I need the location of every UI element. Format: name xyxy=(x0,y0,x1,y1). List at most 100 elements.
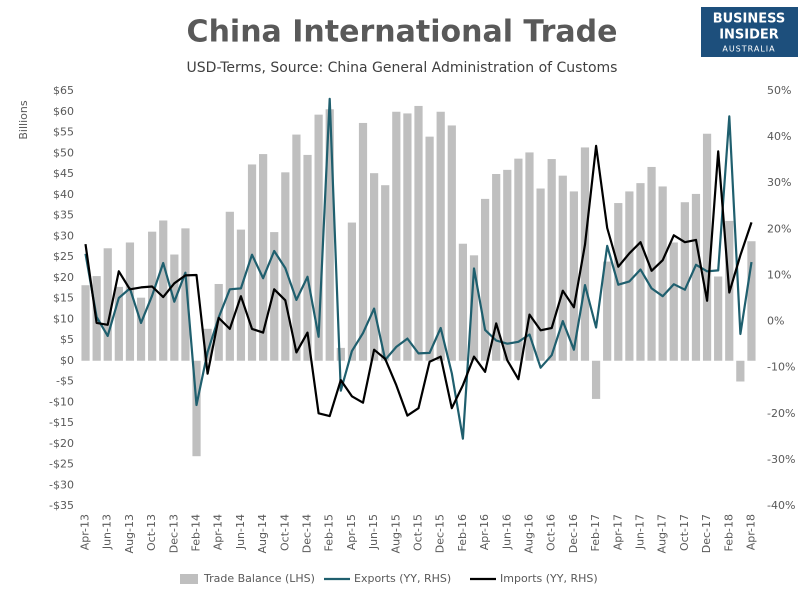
bar xyxy=(170,254,179,361)
y-tick-label: $55 xyxy=(53,126,74,139)
bar xyxy=(381,185,390,361)
bar xyxy=(736,360,745,382)
logo-text: BUSINESS xyxy=(713,12,786,27)
bar xyxy=(392,111,401,361)
x-tick-label: Oct-15 xyxy=(412,514,425,551)
x-tick-label: Feb-15 xyxy=(323,514,336,551)
legend-label: Exports (YY, RHS) xyxy=(354,572,451,585)
y2-tick-label: 10% xyxy=(767,268,791,281)
y-tick-label: $35 xyxy=(53,209,74,222)
bar xyxy=(336,347,345,361)
y-tick-label: $65 xyxy=(53,84,74,97)
legend-swatch xyxy=(180,574,198,584)
bar xyxy=(81,285,90,361)
bar xyxy=(447,125,456,361)
bar xyxy=(636,183,645,361)
y2-tick-label: 40% xyxy=(767,130,791,143)
x-tick-label: Feb-14 xyxy=(190,514,203,551)
x-tick-label: Oct-16 xyxy=(545,514,558,551)
bar xyxy=(403,113,412,361)
bar xyxy=(347,222,357,361)
y2-tick-label: -20% xyxy=(767,407,795,420)
x-tick-label: Dec-15 xyxy=(434,514,447,553)
y-tick-label: $60 xyxy=(53,105,74,118)
bar xyxy=(259,154,268,361)
y-tick-label: $30 xyxy=(53,229,74,242)
y-tick-label: $45 xyxy=(53,167,74,180)
x-tick-label: Jun-14 xyxy=(234,514,247,550)
y-tick-label: $25 xyxy=(53,250,74,263)
x-tick-label: Oct-17 xyxy=(678,514,691,551)
bar xyxy=(358,122,368,361)
bar xyxy=(492,174,501,361)
legend-label: Trade Balance (LHS) xyxy=(203,572,315,585)
y-tick-label: $20 xyxy=(53,271,74,284)
bar xyxy=(136,297,146,361)
y2-tick-label: 0% xyxy=(767,315,784,328)
line xyxy=(84,144,753,418)
bar xyxy=(569,191,578,361)
x-tick-label: Jun-13 xyxy=(101,514,114,550)
bar xyxy=(691,193,701,361)
chart-subtitle: USD-Terms, Source: China General Adminis… xyxy=(187,60,618,76)
bar xyxy=(503,169,512,361)
y-tick-label: -$20 xyxy=(49,437,74,450)
bar xyxy=(480,198,490,361)
bar xyxy=(425,136,434,361)
bar xyxy=(680,202,689,361)
x-tick-label: Apr-15 xyxy=(345,514,358,550)
logo-text: INSIDER xyxy=(719,28,779,43)
bar xyxy=(103,248,112,361)
bar xyxy=(747,241,756,361)
x-tick-label: Apr-17 xyxy=(611,514,624,550)
bar xyxy=(225,211,234,361)
y2-tick-label: -30% xyxy=(767,453,795,466)
bar xyxy=(558,175,567,361)
x-tick-label: Jun-15 xyxy=(367,514,380,550)
y-tick-label: -$25 xyxy=(49,458,74,471)
bar xyxy=(536,188,545,361)
x-tick-label: Aug-17 xyxy=(656,514,669,553)
bar xyxy=(270,232,279,361)
x-tick-label: Dec-17 xyxy=(700,514,713,553)
x-tick-label: Aug-14 xyxy=(256,514,269,553)
bar xyxy=(314,114,323,361)
y-tick-label: -$35 xyxy=(49,499,74,512)
x-tick-label: Feb-16 xyxy=(456,514,469,551)
y-tick-label: $5 xyxy=(60,333,74,346)
x-tick-label: Feb-18 xyxy=(722,514,735,551)
y-tick-label: $15 xyxy=(53,292,74,305)
y-tick-label: -$30 xyxy=(49,478,74,491)
bar xyxy=(514,158,523,361)
bar xyxy=(591,360,601,399)
y2-tick-label: -10% xyxy=(767,361,795,374)
y2-tick-label: 30% xyxy=(767,176,791,189)
y2-tick-label: 20% xyxy=(767,222,791,235)
x-tick-label: Oct-14 xyxy=(278,514,291,551)
y-tick-label: $50 xyxy=(53,146,74,159)
x-tick-label: Dec-16 xyxy=(567,514,580,553)
x-tick-label: Feb-17 xyxy=(589,514,602,551)
bar xyxy=(181,228,190,361)
x-tick-label: Jun-17 xyxy=(633,514,646,550)
x-tick-label: Apr-18 xyxy=(744,514,757,550)
x-tick-label: Apr-14 xyxy=(212,514,225,550)
x-tick-label: Aug-13 xyxy=(123,514,136,553)
x-tick-label: Aug-15 xyxy=(389,514,402,553)
bar xyxy=(203,328,212,361)
bar xyxy=(303,154,312,361)
y-tick-label: $40 xyxy=(53,188,74,201)
bar xyxy=(159,220,168,361)
bar xyxy=(647,166,656,361)
bar xyxy=(658,186,667,361)
bar xyxy=(547,159,556,361)
y-tick-label: -$15 xyxy=(49,416,74,429)
y2-tick-label: 50% xyxy=(767,84,791,97)
x-tick-label: Dec-14 xyxy=(301,514,314,553)
y-axis-label: Billions xyxy=(17,100,30,139)
bar xyxy=(436,111,445,361)
y-tick-label: $0 xyxy=(60,354,74,367)
bar xyxy=(458,243,467,361)
x-tick-label: Dec-13 xyxy=(167,514,180,553)
bar xyxy=(414,105,423,361)
